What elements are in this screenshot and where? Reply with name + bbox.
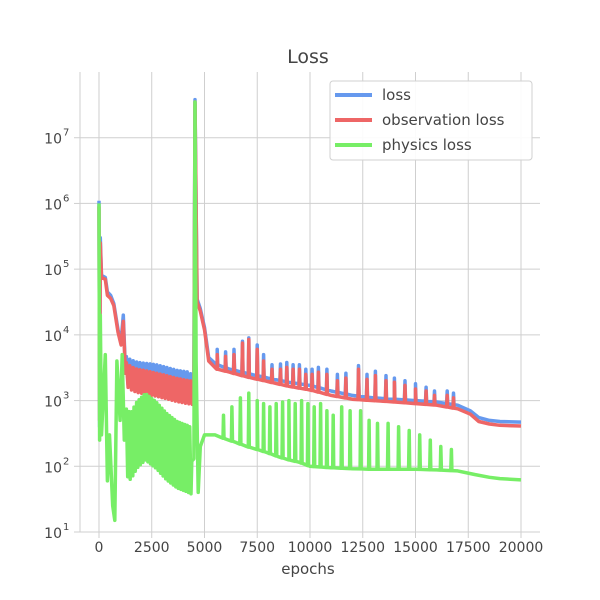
x-axis-label: epochs [281,560,335,578]
legend-label-physics-loss: physics loss [382,136,472,154]
series-line-observation-loss [97,100,522,428]
x-tick-label-7: 17500 [446,540,491,556]
plot-area [97,97,522,523]
x-tick-label-2: 5000 [187,540,223,556]
y-tick-label-1: 10 [44,460,62,476]
y-tick-label-0: 10 [44,526,62,542]
x-tick-label-8: 20000 [499,540,544,556]
axes [74,72,540,538]
x-tick-label-4: 10000 [288,540,333,556]
x-tick-label-3: 7500 [239,540,275,556]
y-tick-label-5: 10 [44,197,62,213]
x-tick-label-0: 0 [95,540,104,556]
y-tick-label-6: 10 [44,132,62,148]
x-tick-label-5: 12500 [340,540,385,556]
y-tick-exponent-4: 5 [63,259,69,270]
series-line-physics-loss [97,100,522,523]
x-tick-label-1: 2500 [134,540,170,556]
y-tick-exponent-5: 6 [63,193,69,204]
y-tick-label-3: 10 [44,329,62,345]
legend-box [329,80,533,161]
x-tick-labels: 0 2500 5000 7500 10000 12500 15000 17500 20000 [95,540,544,556]
legend-label-loss: loss [382,86,411,104]
y-tick-exponent-2: 3 [63,391,69,402]
y-tick-label-4: 10 [44,263,62,279]
y-tick-exponent-0: 1 [63,522,69,533]
legend: loss observation loss physics loss [329,80,533,161]
y-tick-exponent-3: 4 [63,325,69,336]
legend-label-observation-loss: observation loss [382,111,505,129]
y-tick-label-2: 10 [44,395,62,411]
x-tick-label-6: 15000 [393,540,438,556]
y-tick-exponent-1: 2 [63,456,69,467]
y-tick-exponent-6: 7 [63,128,69,139]
chart-title: Loss [287,46,329,68]
